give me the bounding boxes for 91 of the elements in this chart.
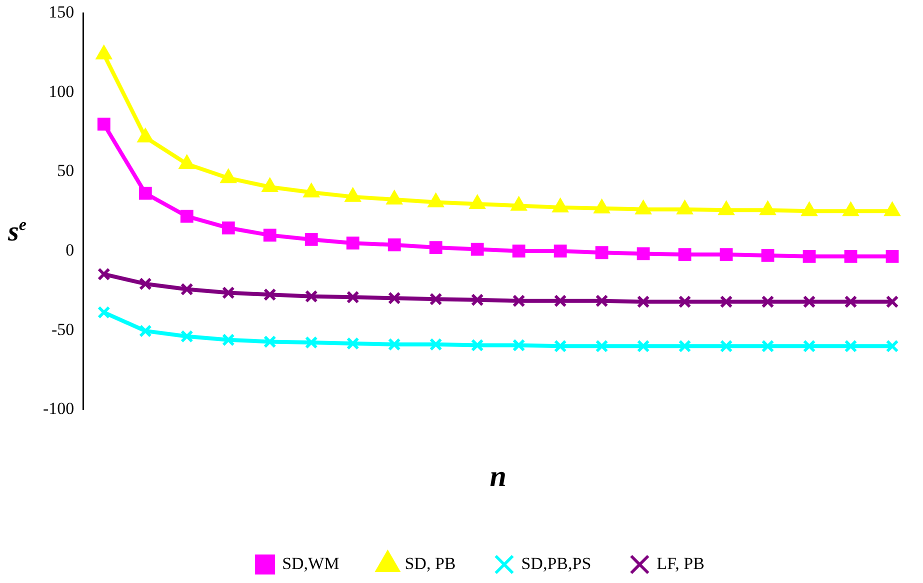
- y-tick-label: -100: [42, 399, 74, 418]
- point: [554, 340, 567, 353]
- point: [636, 295, 650, 308]
- point: [97, 306, 110, 319]
- point: [802, 250, 816, 263]
- point: [263, 288, 276, 302]
- point: [678, 248, 692, 261]
- point: [304, 290, 318, 303]
- y-tick-label: 150: [48, 2, 74, 22]
- point: [220, 170, 236, 184]
- point: [345, 188, 360, 202]
- point: [180, 330, 194, 343]
- point: [844, 340, 858, 353]
- point: [388, 238, 401, 252]
- point: [180, 282, 194, 296]
- point: [512, 244, 526, 258]
- point: [718, 202, 734, 216]
- point: [761, 295, 774, 308]
- y-tick-label: 50: [57, 161, 74, 180]
- point: [470, 293, 484, 306]
- point: [886, 340, 899, 353]
- point: [470, 195, 485, 209]
- point: [720, 340, 733, 353]
- point: [428, 194, 444, 208]
- y-tick-label: 100: [48, 82, 74, 101]
- point: [388, 338, 401, 351]
- point: [678, 340, 692, 353]
- x-axis-title: n: [490, 460, 506, 493]
- point: [262, 178, 278, 192]
- point: [595, 294, 608, 308]
- point: [429, 338, 442, 351]
- point: [222, 333, 235, 346]
- point: [760, 202, 776, 216]
- y-axis-title: s$^{e}$: [8, 215, 26, 248]
- point: [97, 268, 110, 281]
- point: [802, 295, 816, 308]
- point: [429, 241, 442, 254]
- point: [304, 184, 319, 198]
- point: [138, 324, 152, 338]
- point: [222, 286, 235, 300]
- point: [595, 340, 608, 353]
- point: [884, 202, 900, 216]
- point: [346, 290, 360, 304]
- y-tick-label: 0: [66, 240, 74, 260]
- point: [636, 247, 650, 260]
- point: [594, 200, 610, 214]
- point: [470, 338, 484, 352]
- point: [844, 250, 858, 263]
- point: [386, 191, 402, 205]
- point: [388, 292, 401, 305]
- point: [138, 186, 152, 200]
- point: [96, 46, 112, 60]
- point: [844, 295, 858, 308]
- point: [802, 340, 816, 353]
- point: [304, 233, 318, 246]
- point: [843, 202, 858, 216]
- point: [720, 295, 733, 308]
- legend-label: SD, PB: [404, 554, 456, 573]
- point: [304, 336, 318, 349]
- y-tick-label: -50: [51, 320, 74, 339]
- point: [678, 295, 692, 308]
- point: [180, 210, 194, 223]
- point: [720, 248, 733, 261]
- point: [761, 249, 774, 262]
- point: [429, 292, 442, 306]
- point: [346, 337, 360, 350]
- point: [552, 198, 568, 212]
- point: [677, 200, 692, 214]
- point: [886, 295, 899, 308]
- point: [346, 236, 360, 250]
- point: [263, 335, 276, 348]
- point: [138, 128, 153, 142]
- point: [554, 294, 567, 308]
- point: [263, 228, 276, 242]
- point: [512, 338, 526, 352]
- point: [512, 294, 526, 308]
- legend-label: SD,WM: [282, 554, 340, 573]
- point: [511, 197, 526, 211]
- point: [761, 340, 774, 353]
- point: [886, 250, 899, 263]
- point: [222, 221, 235, 234]
- legend-label: SD,PB,PS: [521, 554, 592, 573]
- point: [636, 200, 651, 214]
- point: [636, 340, 650, 353]
- point: [470, 242, 484, 256]
- point: [179, 155, 194, 169]
- point: [802, 202, 817, 216]
- point: [138, 277, 152, 290]
- point: [554, 244, 567, 258]
- point: [595, 246, 608, 260]
- legend-label: LF, PB: [656, 554, 704, 573]
